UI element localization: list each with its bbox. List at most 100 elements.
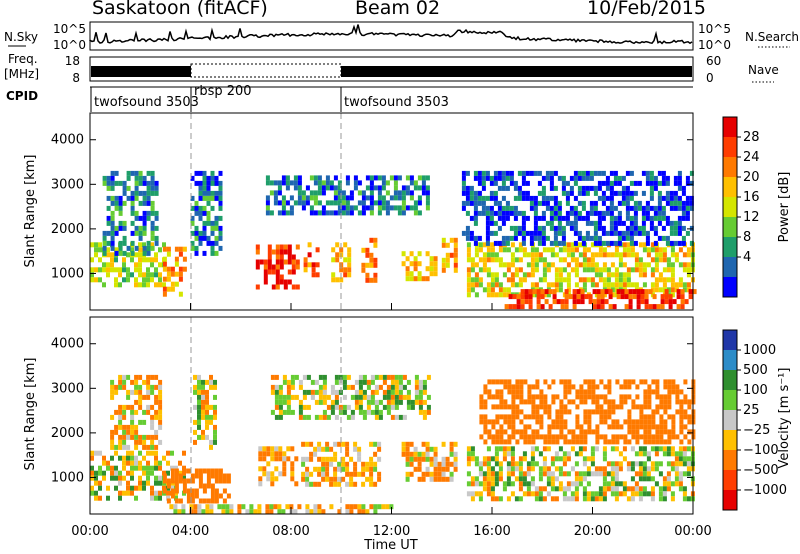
velocity-cell (154, 444, 159, 450)
power-cell (449, 237, 454, 243)
velocity-cell (110, 394, 115, 400)
velocity-cell (474, 491, 479, 497)
power-cell (341, 205, 346, 211)
power-cell (561, 235, 566, 241)
power-cell (482, 287, 487, 293)
power-cell (349, 190, 354, 196)
power-cell (533, 195, 538, 201)
velocity-cell (586, 496, 591, 502)
power-cell (271, 264, 276, 270)
power-cell (142, 215, 147, 221)
power-cell (669, 200, 674, 206)
power-cell (206, 210, 211, 216)
power-cell (510, 277, 515, 283)
power-cell (629, 195, 634, 201)
power-cell (206, 180, 211, 186)
velocity-cell (142, 434, 147, 440)
power-cell (589, 235, 594, 241)
power-cell (564, 304, 569, 310)
velocity-cell (190, 488, 195, 494)
velocity-cell (651, 379, 656, 385)
power-cell (680, 304, 685, 310)
power-cell (629, 190, 634, 196)
power-cell (465, 225, 470, 231)
velocity-cell (118, 384, 123, 390)
velocity-cell (530, 461, 535, 467)
velocity-cell (542, 461, 547, 467)
velocity-cell (571, 434, 576, 440)
velocity-cell (126, 394, 131, 400)
velocity-cell (623, 439, 628, 445)
velocity-cell (405, 456, 410, 462)
power-cell (502, 292, 507, 298)
velocity-cell (578, 446, 583, 452)
velocity-cell (587, 384, 592, 390)
power-cell (666, 287, 671, 293)
velocity-cell (675, 409, 680, 415)
power-cell (130, 272, 134, 278)
velocity-cell (563, 384, 568, 390)
power-cell (401, 200, 406, 206)
power-cell (586, 267, 591, 273)
power-cell (657, 180, 662, 186)
power-cell (345, 175, 350, 181)
power-cell (609, 215, 614, 221)
power-cell (206, 195, 211, 201)
power-cell (665, 215, 670, 221)
velocity-cell (523, 379, 528, 385)
power-cell (321, 210, 326, 216)
power-cell (530, 247, 535, 253)
velocity-cell (122, 465, 126, 471)
velocity-cell (298, 399, 303, 405)
velocity-cell (357, 446, 362, 452)
velocity-cell (134, 424, 139, 430)
velocity-cell (202, 488, 207, 494)
velocity-cell (683, 434, 688, 440)
power-cell (641, 225, 646, 231)
power-cell (561, 185, 566, 191)
power-cell (650, 282, 655, 288)
velocity-cell (150, 470, 154, 476)
power-cell (405, 256, 410, 262)
power-cell (645, 170, 650, 176)
power-cell (625, 215, 630, 221)
power-cell (630, 252, 635, 258)
velocity-cell (146, 404, 151, 410)
power-cell (570, 252, 575, 258)
power-cell (614, 282, 619, 288)
velocity-cell (205, 399, 209, 405)
velocity-cell (466, 456, 471, 462)
power-cell (365, 185, 370, 191)
power-cell (570, 267, 575, 273)
power-cell (317, 200, 322, 206)
power-cell (210, 180, 215, 186)
power-cell (393, 195, 398, 201)
velocity-cell (546, 466, 551, 472)
power-cell (357, 190, 362, 196)
velocity-cell (495, 439, 500, 445)
power-cell (640, 289, 645, 295)
power-cell (478, 267, 483, 273)
velocity-cell (130, 429, 135, 435)
power-cell (594, 262, 599, 268)
colorbar-swatch (723, 277, 737, 297)
power-cell (509, 205, 514, 211)
velocity-cell (286, 456, 291, 462)
velocity-cell (562, 471, 567, 477)
power-cell (126, 175, 131, 181)
velocity-cell (201, 379, 205, 385)
velocity-cell (638, 451, 643, 457)
velocity-cell (671, 419, 676, 425)
velocity-cell (483, 419, 488, 425)
velocity-cell (510, 466, 515, 472)
power-cell (313, 180, 318, 186)
power-cell (130, 210, 135, 216)
velocity-cell (590, 461, 595, 467)
power-cell (625, 190, 630, 196)
velocity-cell (366, 399, 371, 405)
velocity-cell (487, 434, 492, 440)
velocity-cell (579, 394, 584, 400)
power-cell (510, 272, 515, 278)
power-cell (409, 195, 414, 201)
power-cell (210, 205, 215, 211)
